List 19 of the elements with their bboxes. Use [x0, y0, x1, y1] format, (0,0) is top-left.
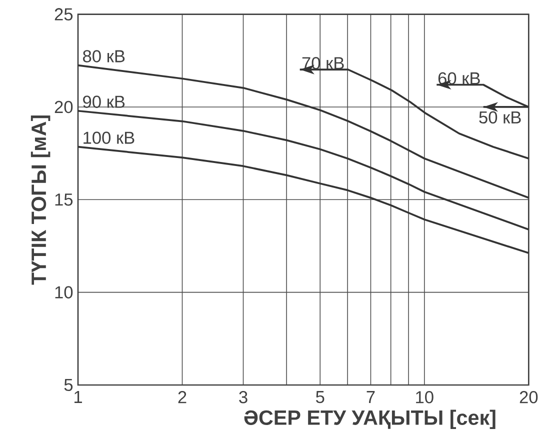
x-tick-label: 10 [416, 391, 434, 404]
x-tick-label: 20 [520, 391, 538, 404]
annotation: 90 кВ [83, 96, 125, 108]
annotation: 100 кВ [84, 132, 134, 144]
y-tick-label: 15 [55, 194, 73, 206]
x-tick-label: 5 [316, 391, 324, 404]
x-tick-label: 7 [366, 391, 375, 403]
y-tick-label: 5 [64, 378, 73, 392]
annotation: 50 кВ [479, 111, 521, 124]
y-tick-label: 10 [55, 286, 73, 298]
annotation: 70 кВ [302, 57, 344, 70]
x-tick-label: 3 [239, 391, 248, 404]
x-tick-label: 1 [74, 391, 82, 403]
annotation: 80 кВ [83, 50, 125, 62]
x-axis-title: ӘСЕР ЕТУ УАҚЫТЫ [сек] [244, 410, 496, 430]
y-axis-title: ТҮТІК ТОГЫ [мА] [30, 115, 50, 285]
y-tick-label: 25 [54, 8, 73, 20]
y-tick-label: 20 [54, 100, 73, 114]
x-tick-label: 2 [178, 391, 186, 404]
